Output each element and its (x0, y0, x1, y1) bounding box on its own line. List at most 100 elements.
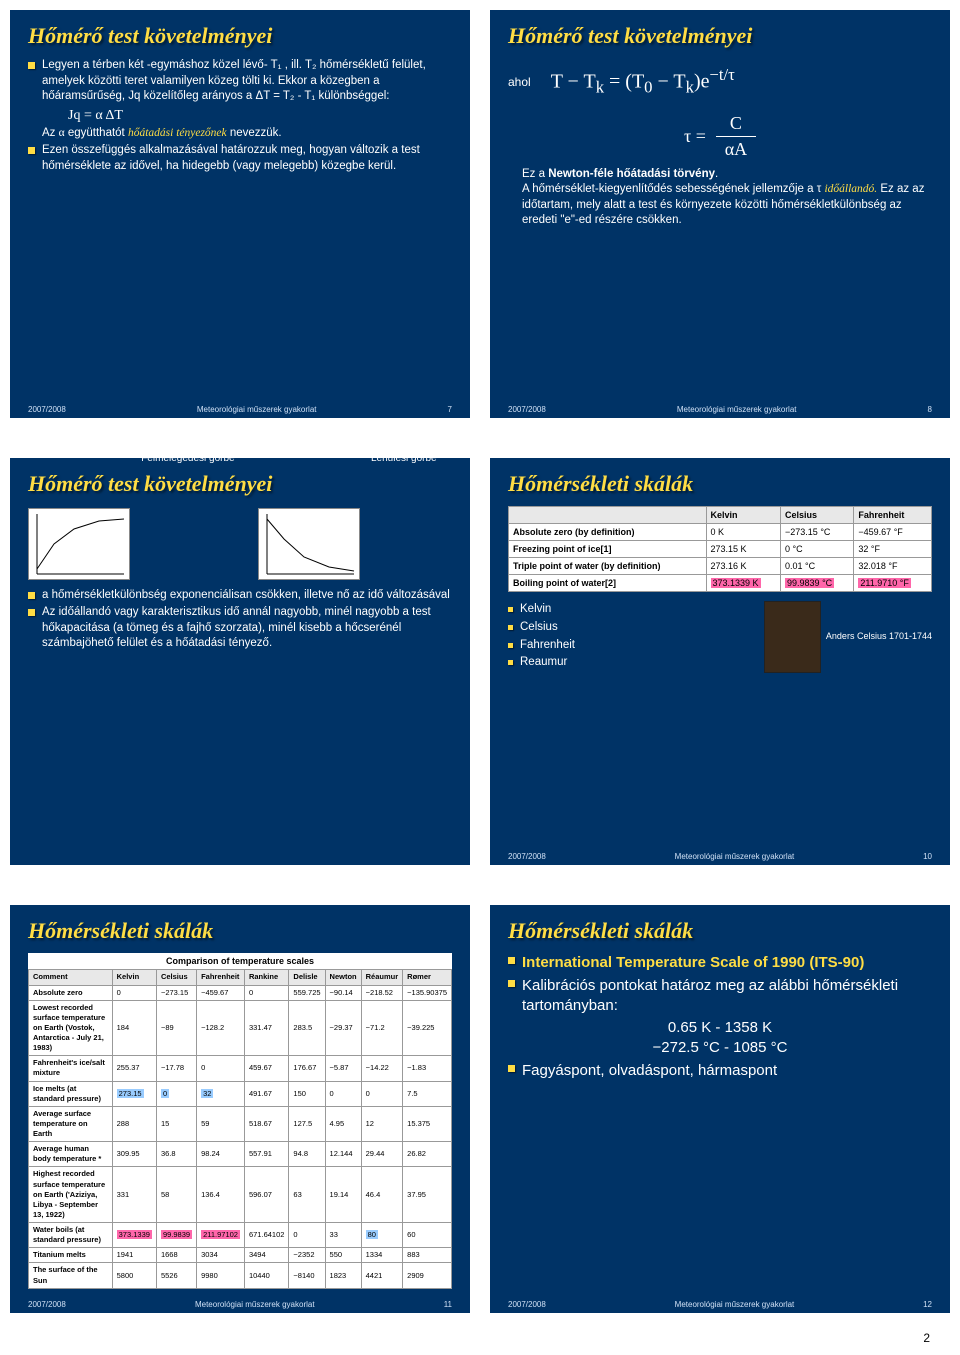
text: Az α együtthatót (42, 127, 128, 139)
graph-label: Lehűlési görbe (371, 453, 437, 464)
cell: 211.9710 °F (858, 578, 910, 588)
square-icon (28, 592, 35, 599)
square-icon (508, 1065, 515, 1072)
slide-title: Hőmérő test követelményei (508, 24, 932, 48)
footer-num: 8 (928, 405, 932, 414)
slide-title: Hőmérő test követelményei (28, 472, 452, 496)
footer-num: 10 (923, 852, 932, 861)
col: Kelvin (706, 506, 781, 523)
square-icon (508, 607, 513, 612)
bullet-text: Ezen összefüggés alkalmazásával határozz… (42, 143, 452, 174)
bullet: Ezen összefüggés alkalmazásával határozz… (28, 143, 452, 174)
slide-footer: 2007/2008 Meteorológiai műszerek gyakorl… (28, 1300, 452, 1309)
graph-label: Felmelegedési görbe (141, 453, 234, 464)
table-caption: Comparison of temperature scales (28, 953, 452, 969)
equation: T − Tk = (T0 − Tk)e−t/τ (551, 64, 735, 99)
bullet: Reaumur (508, 655, 575, 671)
bullet-text: a hőmérsékletkülönbség exponenciálisan c… (42, 588, 450, 604)
footer-mid: Meteorológiai műszerek gyakorlat (197, 405, 317, 414)
bullet-text: Fagyáspont, olvadáspont, hármaspont (522, 1061, 777, 1081)
slide-title: Hőmérsékleti skálák (508, 919, 932, 943)
bullet: Kalibrációs pontokat határoz meg az aláb… (508, 976, 932, 1017)
slide-8: Hőmérő test követelményei ahol T − Tk = … (490, 10, 950, 418)
cell: 0 °C (781, 541, 854, 558)
graph-cooling (258, 508, 360, 580)
bullet: Fahrenheit (508, 638, 575, 654)
footer-num: 12 (923, 1300, 932, 1309)
slide-footer: 2007/2008 Meteorológiai műszerek gyakorl… (508, 852, 932, 861)
cell: Triple point of water (by definition) (509, 558, 707, 575)
slide-9: Hőmérő test követelményei Felmelegedési … (10, 458, 470, 866)
range-line: −272.5 °C - 1085 °C (508, 1038, 932, 1058)
text: A hőmérséklet-kiegyenlítődés sebességéne… (522, 183, 824, 195)
footer-mid: Meteorológiai műszerek gyakorlat (675, 852, 795, 861)
footer-mid: Meteorológiai műszerek gyakorlat (675, 1300, 795, 1309)
cell: −459.67 °F (854, 523, 932, 540)
cell: 273.16 K (706, 558, 781, 575)
footer-left: 2007/2008 (508, 405, 546, 414)
bullet: Fagyáspont, olvadáspont, hármaspont (508, 1061, 932, 1081)
graph-heating (28, 508, 130, 580)
bullet: Az időállandó vagy karakterisztikus idő … (28, 605, 452, 652)
bullet-text: Fahrenheit (520, 638, 575, 654)
col: Fahrenheit (854, 506, 932, 523)
slide-footer: 2007/2008 Meteorológiai műszerek gyakorl… (28, 405, 452, 414)
slide-title: Hőmérsékleti skálák (508, 472, 932, 496)
slide-10: Hőmérsékleti skálák KelvinCelsiusFahrenh… (490, 458, 950, 866)
col: Celsius (781, 506, 854, 523)
square-icon (28, 147, 35, 154)
square-icon (508, 660, 513, 665)
bullet-text: Kalibrációs pontokat határoz meg az aláb… (522, 976, 932, 1017)
footer-left: 2007/2008 (28, 405, 66, 414)
slide-7: Hőmérő test követelményei Legyen a térbe… (10, 10, 470, 418)
emphasis: Newton-féle hőátadási törvény (548, 168, 715, 180)
bullet-text: Celsius (520, 620, 558, 636)
cell: 273.15 K (706, 541, 781, 558)
text: . (715, 168, 718, 180)
bullet: Celsius (508, 620, 575, 636)
bullet-text: Kelvin (520, 602, 551, 618)
bullet: a hőmérsékletkülönbség exponenciálisan c… (28, 588, 452, 604)
bullet-text: International Temperature Scale of 1990 … (522, 953, 864, 973)
cell: 373.1339 K (711, 578, 761, 588)
scale-table: KelvinCelsiusFahrenheit Absolute zero (b… (508, 506, 932, 593)
bullet: Kelvin (508, 602, 575, 618)
slide-footer: 2007/2008 Meteorológiai műszerek gyakorl… (508, 1300, 932, 1309)
label: ahol (508, 74, 531, 90)
range-line: 0.65 K - 1358 K (508, 1018, 932, 1038)
footer-mid: Meteorológiai műszerek gyakorlat (195, 1300, 315, 1309)
emphasis: hőátadási tényezőnek (128, 127, 227, 139)
emphasis: időállandó. (824, 183, 877, 195)
footer-num: 11 (444, 1300, 452, 1309)
portrait-image (765, 602, 820, 672)
cell: 0.01 °C (781, 558, 854, 575)
cell: 32.018 °F (854, 558, 932, 575)
footer-num: 7 (448, 405, 452, 414)
bullet-text: Legyen a térben két -egymáshoz közel lév… (42, 58, 452, 105)
slide-title: Hőmérő test követelményei (28, 24, 452, 48)
cell: Boiling point of water[2] (509, 575, 707, 592)
slide-title: Hőmérsékleti skálák (28, 919, 452, 943)
slide-12: Hőmérsékleti skálák International Temper… (490, 905, 950, 1313)
eq-left: τ = (684, 124, 706, 148)
text: nevezzük. (227, 127, 282, 139)
comparison-table: CommentKelvinCelsiusFahrenheitRankineDel… (28, 969, 452, 1288)
cell: Freezing point of ice[1] (509, 541, 707, 558)
slide-grid: Hőmérő test követelményei Legyen a térbe… (0, 0, 960, 1323)
footer-left: 2007/2008 (508, 1300, 546, 1309)
square-icon (508, 957, 515, 964)
eq-top: C (730, 111, 742, 135)
page-number: 2 (0, 1323, 960, 1355)
footer-mid: Meteorológiai műszerek gyakorlat (677, 405, 797, 414)
footer-left: 2007/2008 (508, 852, 546, 861)
bullet: Legyen a térben két -egymáshoz közel lév… (28, 58, 452, 105)
slide-11: Hőmérsékleti skálák Comparison of temper… (10, 905, 470, 1313)
slide-footer: 2007/2008 Meteorológiai műszerek gyakorl… (508, 405, 932, 414)
square-icon (508, 625, 513, 630)
bullet-text: Reaumur (520, 655, 567, 671)
square-icon (508, 643, 513, 648)
equation: τ = C αA (508, 111, 932, 161)
footer-left: 2007/2008 (28, 1300, 66, 1309)
text: Ez a (522, 168, 548, 180)
cell: 99.9839 °C (785, 578, 834, 588)
